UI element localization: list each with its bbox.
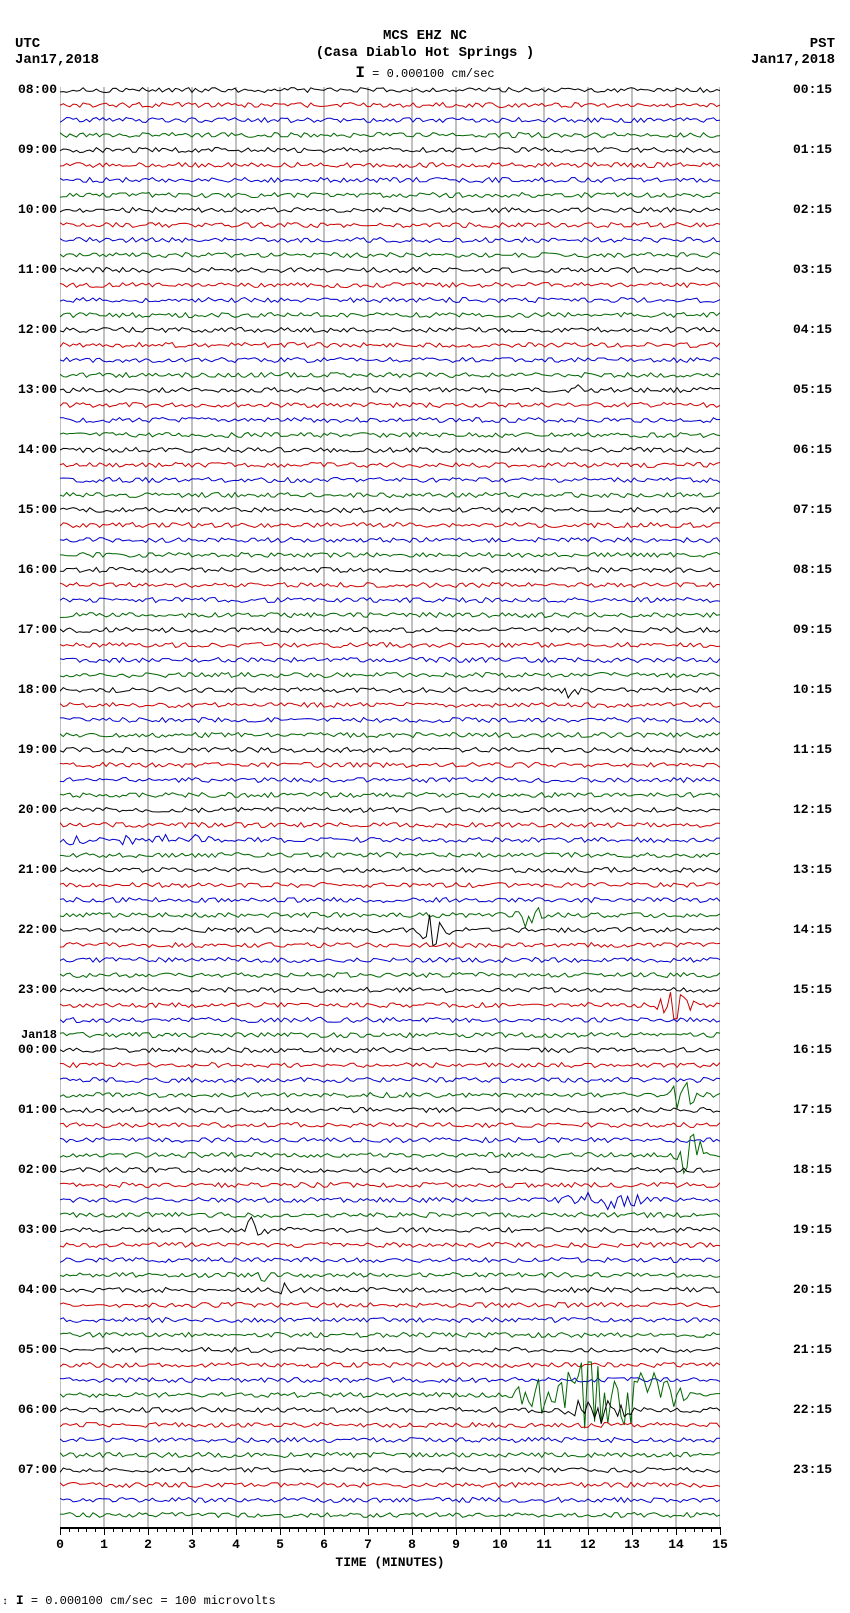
x-tick-label: 11	[536, 1537, 552, 1552]
right-time-label: 13:15	[793, 862, 832, 877]
left-time-label: 20:00	[18, 802, 57, 817]
x-tick-label: 13	[624, 1537, 640, 1552]
left-time-label: 07:00	[18, 1462, 57, 1477]
day-break-label: Jan18	[21, 1028, 57, 1042]
seismogram-svg	[60, 87, 720, 1527]
left-time-label: 01:00	[18, 1102, 57, 1117]
right-time-label: 12:15	[793, 802, 832, 817]
date-left: Jan17,2018	[15, 52, 99, 68]
left-time-label: 15:00	[18, 502, 57, 517]
left-time-label: 05:00	[18, 1342, 57, 1357]
right-time-label: 00:15	[793, 82, 832, 97]
left-time-label: 11:00	[18, 262, 57, 277]
right-time-label: 18:15	[793, 1162, 832, 1177]
left-time-label: 06:00	[18, 1402, 57, 1417]
right-time-label: 05:15	[793, 382, 832, 397]
x-tick-label: 8	[408, 1537, 416, 1552]
left-time-label: 03:00	[18, 1222, 57, 1237]
right-time-label: 14:15	[793, 922, 832, 937]
x-tick-label: 5	[276, 1537, 284, 1552]
left-time-label: 00:00	[18, 1042, 57, 1057]
left-time-label: 09:00	[18, 142, 57, 157]
right-time-label: 16:15	[793, 1042, 832, 1057]
x-tick-label: 7	[364, 1537, 372, 1552]
right-time-label: 10:15	[793, 682, 832, 697]
seismogram-plot	[60, 87, 720, 1527]
right-time-label: 02:15	[793, 202, 832, 217]
left-time-label: 02:00	[18, 1162, 57, 1177]
left-time-label: 16:00	[18, 562, 57, 577]
x-tick-label: 1	[100, 1537, 108, 1552]
scale-annotation: I = 0.000100 cm/sec	[0, 64, 850, 83]
right-time-label: 22:15	[793, 1402, 832, 1417]
right-time-label: 20:15	[793, 1282, 832, 1297]
title-line1: MCS EHZ NC	[0, 28, 850, 45]
left-time-label: 18:00	[18, 682, 57, 697]
right-time-label: 01:15	[793, 142, 832, 157]
right-time-label: 21:15	[793, 1342, 832, 1357]
left-time-label: 10:00	[18, 202, 57, 217]
right-time-label: 06:15	[793, 442, 832, 457]
right-time-label: 17:15	[793, 1102, 832, 1117]
footer-scale: ↕ I = 0.000100 cm/sec = 100 microvolts	[2, 1593, 276, 1608]
right-time-label: 04:15	[793, 322, 832, 337]
x-tick-label: 2	[144, 1537, 152, 1552]
left-time-label: 17:00	[18, 622, 57, 637]
left-time-label: 22:00	[18, 922, 57, 937]
left-time-labels: 08:0009:0010:0011:0012:0013:0014:0015:00…	[5, 87, 57, 1527]
right-time-label: 19:15	[793, 1222, 832, 1237]
x-tick-label: 4	[232, 1537, 240, 1552]
left-time-label: 12:00	[18, 322, 57, 337]
timezone-right: PST	[810, 36, 835, 52]
x-axis-title: TIME (MINUTES)	[60, 1555, 720, 1570]
x-tick-label: 0	[56, 1537, 64, 1552]
x-tick-label: 14	[668, 1537, 684, 1552]
x-axis-line	[60, 1527, 720, 1529]
x-tick-label: 12	[580, 1537, 596, 1552]
left-time-label: 21:00	[18, 862, 57, 877]
right-time-label: 08:15	[793, 562, 832, 577]
right-time-label: 03:15	[793, 262, 832, 277]
right-time-label: 11:15	[793, 742, 832, 757]
right-time-label: 07:15	[793, 502, 832, 517]
x-tick-label: 9	[452, 1537, 460, 1552]
left-time-label: 19:00	[18, 742, 57, 757]
right-time-labels: 00:1501:1502:1503:1504:1505:1506:1507:15…	[793, 87, 845, 1527]
chart-header: MCS EHZ NC (Casa Diablo Hot Springs ) I …	[0, 28, 850, 83]
right-time-label: 23:15	[793, 1462, 832, 1477]
timezone-left: UTC	[15, 36, 40, 52]
left-time-label: 13:00	[18, 382, 57, 397]
left-time-label: 08:00	[18, 82, 57, 97]
title-line2: (Casa Diablo Hot Springs )	[0, 45, 850, 62]
right-time-label: 15:15	[793, 982, 832, 997]
x-tick-label: 15	[712, 1537, 728, 1552]
left-time-label: 23:00	[18, 982, 57, 997]
left-time-label: 14:00	[18, 442, 57, 457]
right-time-label: 09:15	[793, 622, 832, 637]
x-tick-label: 3	[188, 1537, 196, 1552]
x-tick-label: 10	[492, 1537, 508, 1552]
date-right: Jan17,2018	[751, 52, 835, 68]
x-tick-label: 6	[320, 1537, 328, 1552]
left-time-label: 04:00	[18, 1282, 57, 1297]
